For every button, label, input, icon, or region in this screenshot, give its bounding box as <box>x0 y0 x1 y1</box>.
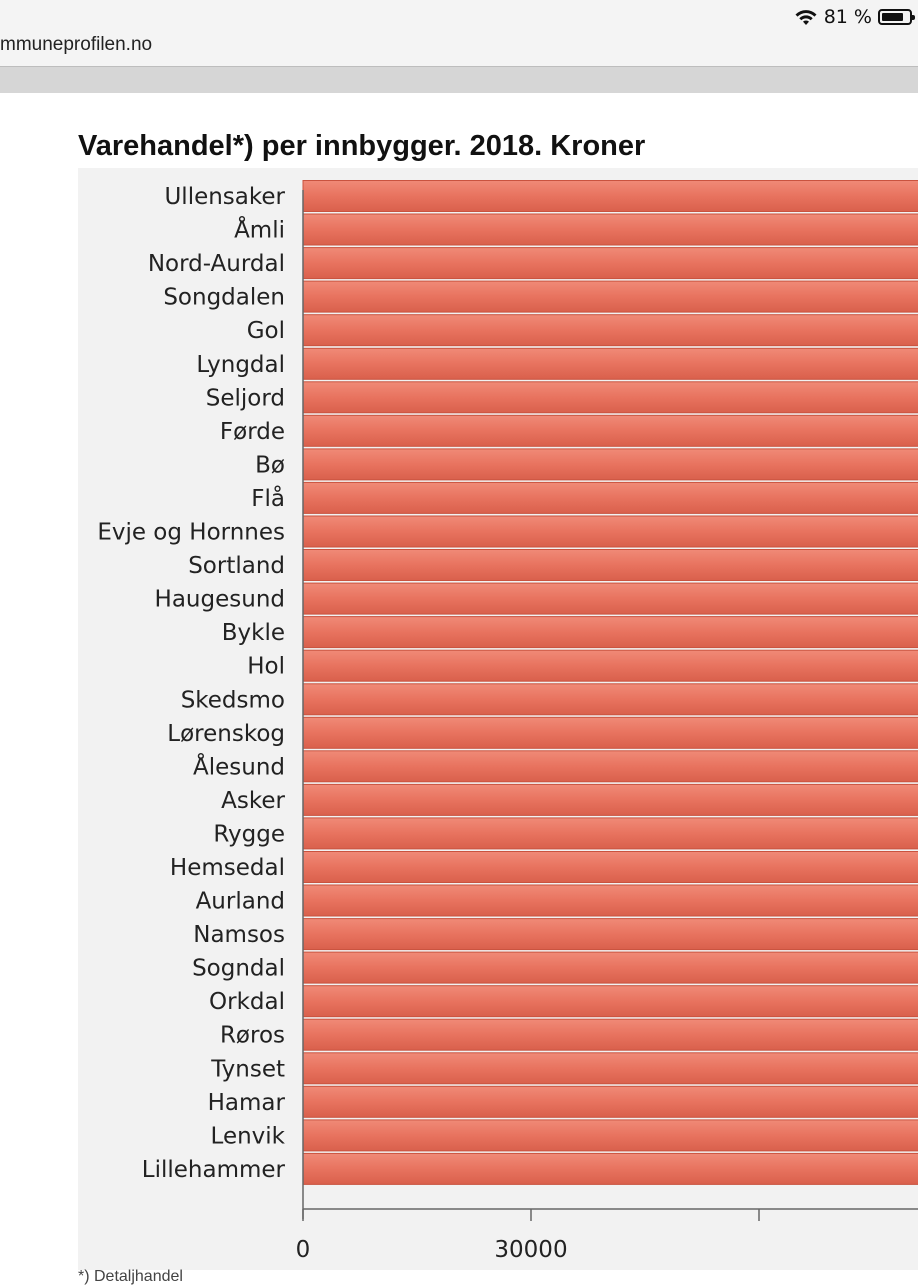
bar <box>302 783 918 816</box>
battery-percent: 81 % <box>823 6 872 28</box>
category-label: Flå <box>251 484 285 512</box>
category-label: Bø <box>255 452 285 478</box>
bar <box>302 1085 918 1118</box>
wifi-icon <box>795 10 817 25</box>
bar <box>302 1119 918 1152</box>
bar <box>302 582 918 615</box>
bar <box>302 347 918 380</box>
category-label: Sogndal <box>192 956 285 982</box>
bar <box>302 1152 918 1185</box>
bar <box>302 180 918 212</box>
battery-level <box>882 13 903 21</box>
bar <box>302 817 918 850</box>
chart-area: Ullensaker230803Åmli177086Nord-Aurdal162… <box>78 168 918 1270</box>
category-label: Bykle <box>222 620 285 646</box>
bar <box>302 213 918 246</box>
bar <box>302 616 918 649</box>
bar <box>302 951 918 984</box>
footnote: *) Detaljhandel <box>78 1268 183 1285</box>
category-label: Sortland <box>188 553 285 579</box>
bar <box>302 448 918 481</box>
bar <box>302 1052 918 1085</box>
category-label: Namsos <box>193 922 285 948</box>
category-label: Røros <box>220 1023 285 1049</box>
category-label: Asker <box>221 788 285 814</box>
category-label: Hemsedal <box>170 855 285 881</box>
bar <box>302 851 918 883</box>
category-label: Lørenskog <box>167 721 285 747</box>
category-label: Lenvik <box>211 1123 286 1149</box>
page-header-strip <box>0 66 918 93</box>
battery-icon <box>878 9 915 25</box>
bar <box>302 1018 918 1051</box>
bar <box>302 549 918 581</box>
bar <box>302 918 918 951</box>
bar <box>302 247 918 280</box>
bar <box>302 683 918 716</box>
bar <box>302 314 918 347</box>
bar <box>302 280 918 313</box>
category-label: Tynset <box>210 1056 285 1082</box>
bar-chart: Ullensaker230803Åmli177086Nord-Aurdal162… <box>97 180 918 1263</box>
category-label: Ullensaker <box>164 184 285 210</box>
category-label: Evje og Hornnes <box>97 520 285 546</box>
category-label: Hamar <box>208 1090 286 1116</box>
category-label: Haugesund <box>155 587 285 613</box>
category-label: Songdalen <box>163 285 285 311</box>
category-label: Rygge <box>213 821 285 847</box>
bar <box>302 750 918 783</box>
bar <box>302 515 918 548</box>
address-bar[interactable]: mmuneprofilen.no <box>0 30 918 66</box>
chart-title: Varehandel*) per innbygger. 2018. Kroner <box>78 130 646 162</box>
bar <box>302 985 918 1018</box>
x-tick-label: 0 <box>296 1237 311 1263</box>
bar <box>302 884 918 917</box>
category-label: Seljord <box>206 385 285 411</box>
category-label: Aurland <box>196 889 285 915</box>
category-label: Gol <box>247 318 285 344</box>
category-label: Skedsmo <box>181 687 285 713</box>
x-tick-label: 30000 <box>494 1237 567 1263</box>
category-label: Lyngdal <box>196 352 285 378</box>
category-label: Nord-Aurdal <box>148 251 285 277</box>
bar <box>302 716 918 749</box>
status-indicators: 81 % <box>794 4 915 30</box>
bar <box>302 481 918 514</box>
bar <box>302 381 918 414</box>
category-label: Lillehammer <box>142 1157 286 1183</box>
bar <box>302 649 918 682</box>
category-label: Orkdal <box>209 989 285 1015</box>
category-label: Ålesund <box>193 752 285 780</box>
battery-nub <box>912 15 915 20</box>
category-label: Hol <box>247 654 285 680</box>
category-label: Førde <box>220 419 285 445</box>
category-label: Åmli <box>234 216 285 244</box>
url-text[interactable]: mmuneprofilen.no <box>0 34 153 55</box>
bar <box>302 414 918 447</box>
